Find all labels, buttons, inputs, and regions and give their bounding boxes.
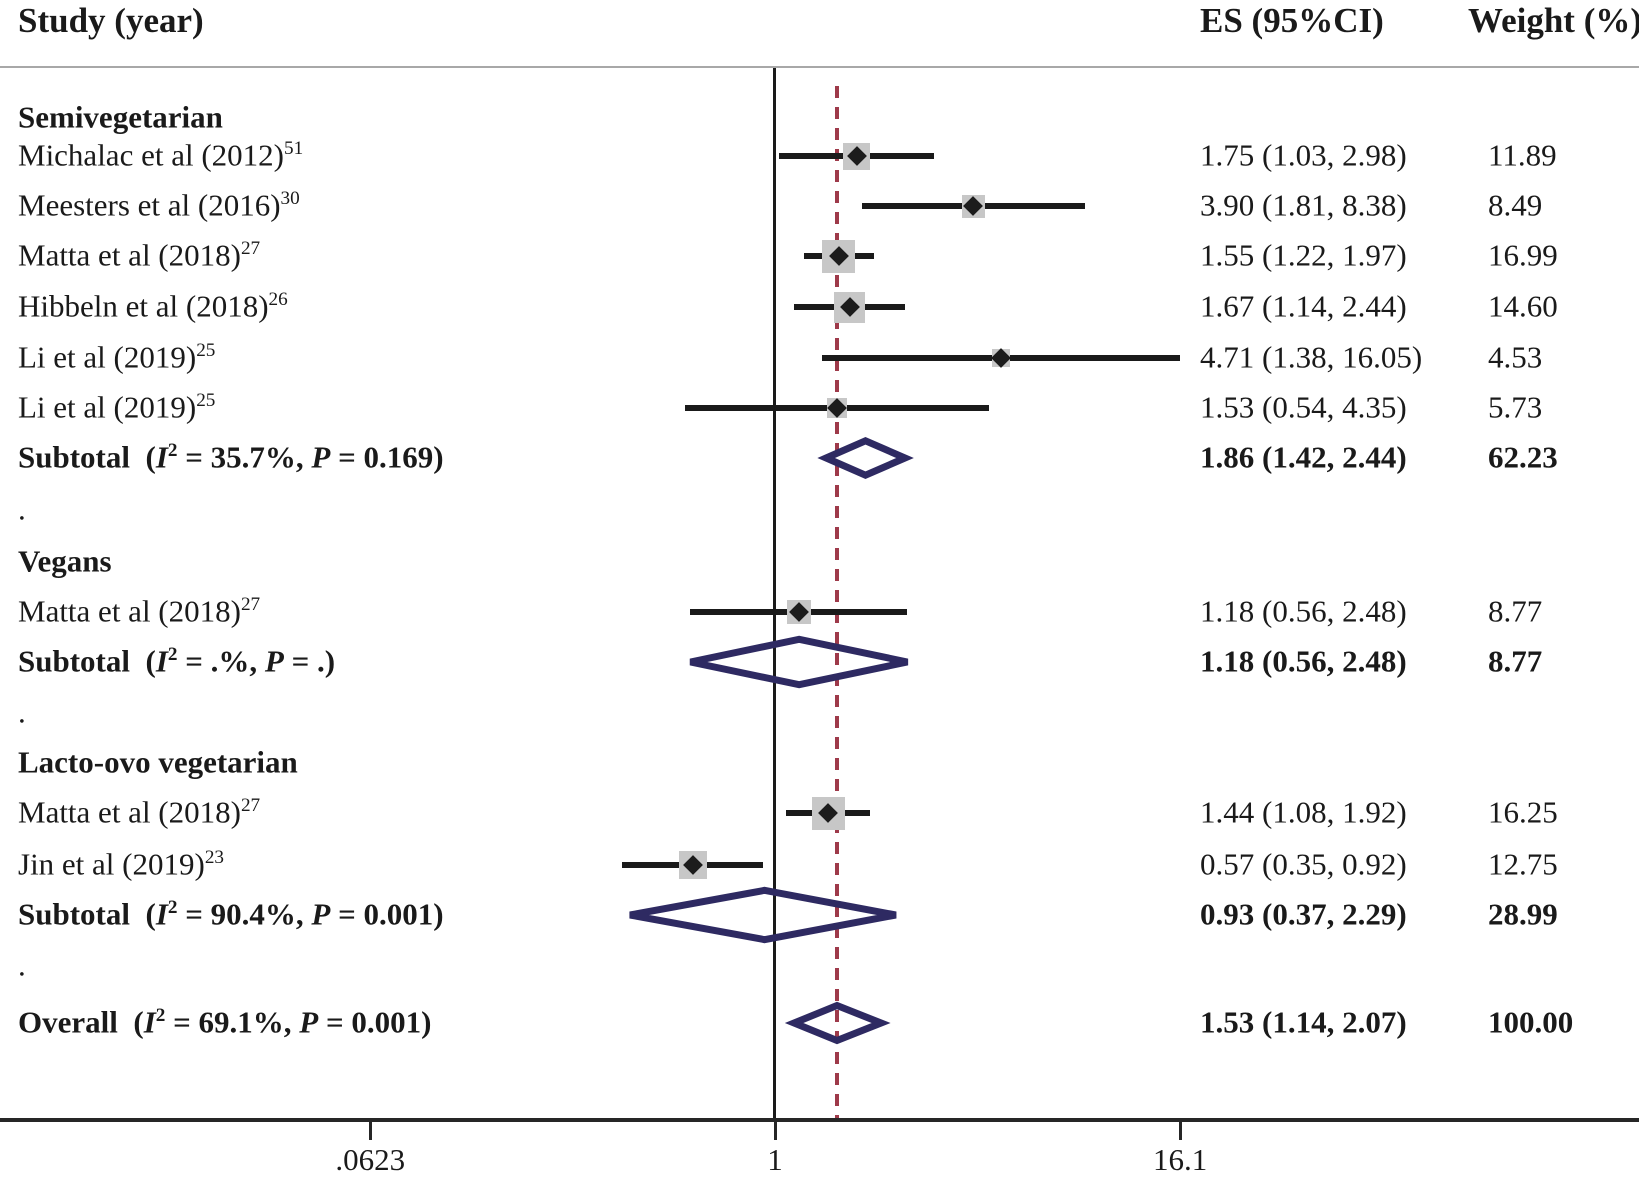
study-label: Matta et al (2018)27 bbox=[18, 593, 261, 629]
subtotal-label: Subtotal (I2 = 35.7%, P = 0.169) bbox=[18, 439, 444, 475]
subtotal-diamond bbox=[629, 886, 897, 944]
study-label: Li et al (2019)25 bbox=[18, 339, 216, 375]
es-value: 1.75 (1.03, 2.98) bbox=[1200, 137, 1407, 173]
weight-value: 14.60 bbox=[1488, 288, 1558, 324]
es-value: 1.86 (1.42, 2.44) bbox=[1200, 439, 1407, 475]
es-value: 1.18 (0.56, 2.48) bbox=[1200, 593, 1407, 629]
header-divider bbox=[0, 66, 1639, 68]
x-axis-tick-label: 16.1 bbox=[1153, 1142, 1208, 1177]
x-axis-tick-mark bbox=[368, 1122, 372, 1140]
group-header-label: Vegans bbox=[18, 543, 112, 579]
es-value: 0.93 (0.37, 2.29) bbox=[1200, 896, 1407, 932]
weight-value: 100.00 bbox=[1488, 1004, 1574, 1040]
group-separator-dot: . bbox=[18, 947, 26, 983]
weight-value: 8.77 bbox=[1488, 593, 1543, 629]
group-separator-dot: . bbox=[18, 694, 26, 730]
es-value: 1.53 (0.54, 4.35) bbox=[1200, 389, 1407, 425]
es-value: 1.55 (1.22, 1.97) bbox=[1200, 237, 1407, 273]
weight-value: 62.23 bbox=[1488, 439, 1558, 475]
study-label: Jin et al (2019)23 bbox=[18, 846, 225, 882]
weight-value: 16.99 bbox=[1488, 237, 1558, 273]
study-label: Matta et al (2018)27 bbox=[18, 794, 261, 830]
group-separator-dot: . bbox=[18, 491, 26, 527]
weight-value: 28.99 bbox=[1488, 896, 1558, 932]
weight-value: 4.53 bbox=[1488, 339, 1543, 375]
es-value: 1.53 (1.14, 2.07) bbox=[1200, 1004, 1407, 1040]
es-value: 0.57 (0.35, 0.92) bbox=[1200, 846, 1407, 882]
x-axis-tick-mark bbox=[773, 1122, 777, 1140]
study-label: Meesters et al (2016)30 bbox=[18, 187, 300, 223]
subtotal-label: Subtotal (I2 = 90.4%, P = 0.001) bbox=[18, 896, 444, 932]
study-label: Matta et al (2018)27 bbox=[18, 237, 261, 273]
subtotal-label: Subtotal (I2 = .%, P = .) bbox=[18, 643, 336, 679]
es-value: 1.67 (1.14, 2.44) bbox=[1200, 288, 1407, 324]
column-header-es: ES (95%CI) bbox=[1200, 1, 1384, 40]
weight-value: 8.49 bbox=[1488, 187, 1543, 223]
overall-label: Overall (I2 = 69.1%, P = 0.001) bbox=[18, 1004, 432, 1040]
es-value: 1.44 (1.08, 1.92) bbox=[1200, 794, 1407, 830]
es-value: 4.71 (1.38, 16.05) bbox=[1200, 339, 1423, 375]
column-header-study: Study (year) bbox=[18, 1, 204, 40]
x-axis-tick-label: .0623 bbox=[335, 1142, 406, 1177]
overall-estimate-dashed-line bbox=[835, 86, 839, 1120]
weight-value: 12.75 bbox=[1488, 846, 1558, 882]
study-label: Li et al (2019)25 bbox=[18, 389, 216, 425]
null-effect-line bbox=[773, 68, 776, 1120]
column-header-weight: Weight (%) bbox=[1468, 1, 1639, 40]
x-axis-line bbox=[0, 1118, 1639, 1122]
weight-value: 8.77 bbox=[1488, 643, 1543, 679]
x-axis-tick-mark bbox=[1178, 1122, 1182, 1140]
weight-value: 11.89 bbox=[1488, 137, 1557, 173]
weight-value: 16.25 bbox=[1488, 794, 1558, 830]
subtotal-diamond bbox=[689, 635, 909, 689]
group-header-label: Lacto-ovo vegetarian bbox=[18, 744, 298, 780]
es-value: 3.90 (1.81, 8.38) bbox=[1200, 187, 1407, 223]
weight-value: 5.73 bbox=[1488, 389, 1543, 425]
x-axis-tick-label: 1 bbox=[767, 1142, 783, 1177]
study-label: Michalac et al (2012)51 bbox=[18, 137, 304, 173]
group-header-label: Semivegetarian bbox=[18, 99, 223, 135]
es-value: 1.18 (0.56, 2.48) bbox=[1200, 643, 1407, 679]
study-label: Hibbeln et al (2018)26 bbox=[18, 288, 288, 324]
